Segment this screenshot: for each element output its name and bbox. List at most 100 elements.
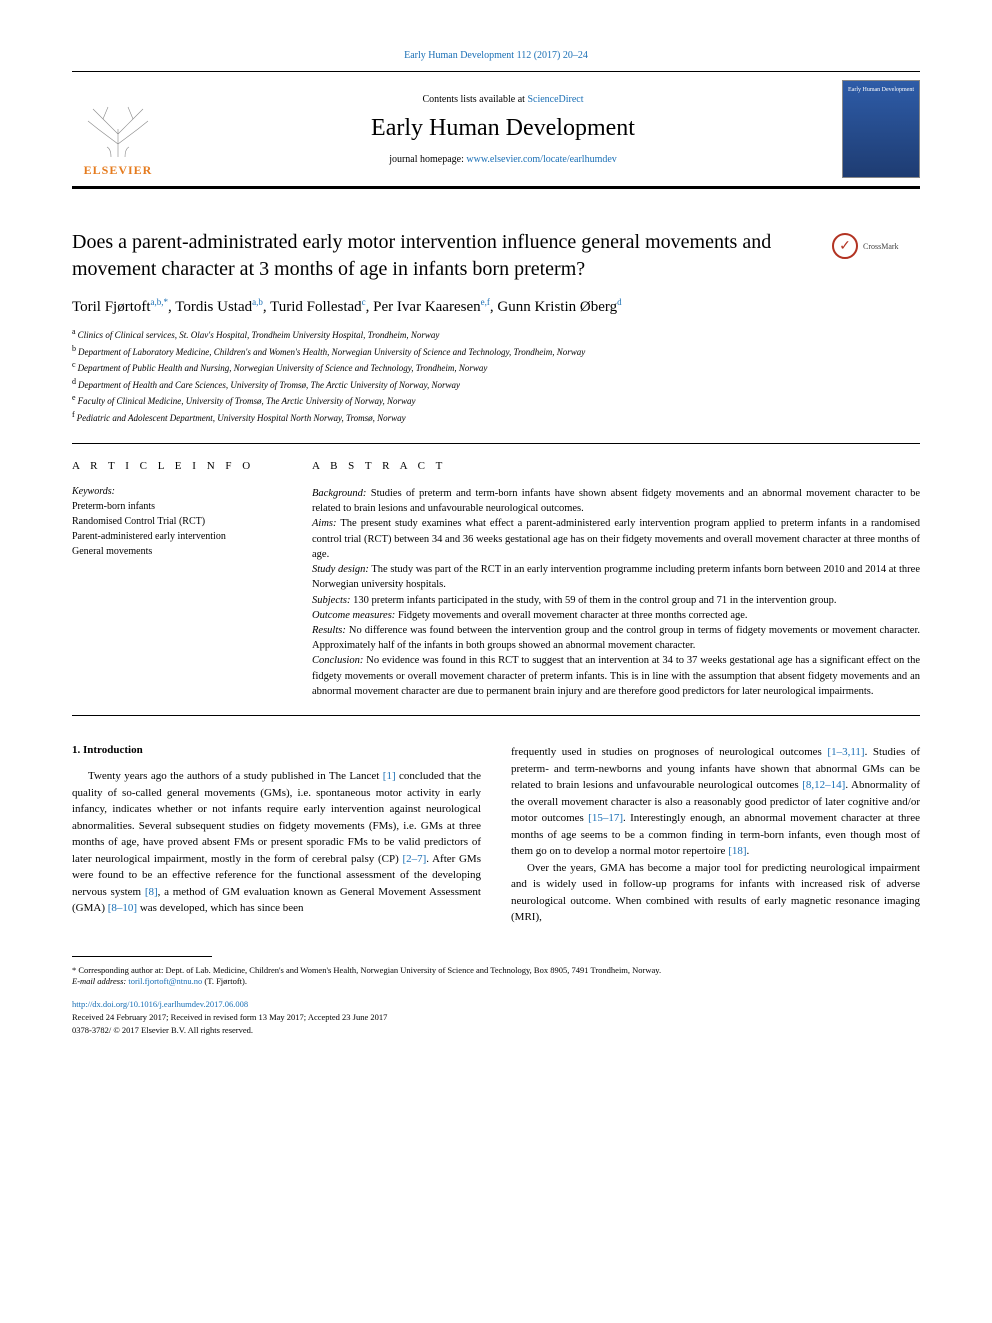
authors-list: Toril Fjørtofta,b,*, Tordis Ustada,b, Tu… — [72, 297, 920, 316]
elsevier-logo[interactable]: ELSEVIER — [72, 80, 164, 178]
abstract-section-label: Outcome measures: — [312, 610, 395, 621]
cite-8-10[interactable]: [8–10] — [108, 902, 137, 914]
author: Turid Follestad — [270, 299, 362, 315]
author: Toril Fjørtoft — [72, 299, 151, 315]
journal-header: ELSEVIER Contents lists available at Sci… — [72, 71, 920, 189]
intro-heading: 1. Introduction — [72, 744, 481, 756]
crossmark-circle-icon: ✓ — [832, 233, 858, 259]
journal-reference: Early Human Development 112 (2017) 20–24 — [72, 50, 920, 61]
abstract-section-label: Results: — [312, 625, 346, 636]
t1a: Twenty years ago the authors of a study … — [88, 770, 383, 782]
abstract-heading: A B S T R A C T — [312, 460, 920, 472]
cite-18[interactable]: [18] — [728, 845, 746, 857]
crossmark-text: CrossMark — [863, 242, 899, 251]
affiliation: b Department of Laboratory Medicine, Chi… — [72, 343, 920, 360]
abstract-section-label: Subjects: — [312, 595, 351, 606]
article-title: Does a parent-administrated early motor … — [72, 229, 832, 283]
abstract-section-text: Studies of preterm and term-born infants… — [312, 488, 920, 514]
crossmark-check-icon: ✓ — [839, 238, 851, 255]
info-abstract-row: A R T I C L E I N F O Keywords: Preterm-… — [72, 443, 920, 716]
author-sup[interactable]: e,f — [481, 297, 490, 307]
t1b: concluded that the quality of so-called … — [72, 770, 481, 865]
affiliation: c Department of Public Health and Nursin… — [72, 359, 920, 376]
body-col-left: 1. Introduction Twenty years ago the aut… — [72, 744, 481, 926]
affiliations-list: a Clinics of Clinical services, St. Olav… — [72, 326, 920, 425]
email-label: E-mail address: — [72, 976, 128, 986]
author: Tordis Ustad — [175, 299, 252, 315]
crossmark-badge[interactable]: ✓ CrossMark — [832, 229, 920, 263]
elsevier-tree-icon — [83, 99, 153, 159]
abstract-text: Background: Studies of preterm and term-… — [312, 486, 920, 699]
affiliation: a Clinics of Clinical services, St. Olav… — [72, 326, 920, 343]
keywords-list: Preterm-born infantsRandomised Control T… — [72, 499, 294, 559]
t2a: frequently used in studies on prognoses … — [511, 746, 827, 758]
sciencedirect-link[interactable]: ScienceDirect — [527, 94, 583, 105]
cite-1[interactable]: [1] — [383, 770, 396, 782]
homepage-line: journal homepage: www.elsevier.com/locat… — [184, 154, 822, 165]
author-sup[interactable]: a,b — [252, 297, 263, 307]
abstract-section-label: Study design: — [312, 564, 369, 575]
title-row: Does a parent-administrated early motor … — [72, 229, 920, 283]
t2e: . — [747, 845, 750, 857]
elsevier-text: ELSEVIER — [84, 163, 153, 178]
keyword: Randomised Control Trial (RCT) — [72, 514, 294, 529]
keywords-label: Keywords: — [72, 486, 294, 497]
author-sup[interactable]: a,b,* — [151, 297, 169, 307]
footer-separator — [72, 956, 212, 957]
body-col-right: frequently used in studies on prognoses … — [511, 744, 920, 926]
cite-1-3-11[interactable]: [1–3,11] — [827, 746, 864, 758]
body-para-1-cont: frequently used in studies on prognoses … — [511, 744, 920, 860]
affiliation-sup: b — [72, 344, 78, 353]
keyword: Preterm-born infants — [72, 499, 294, 514]
affiliation-sup: e — [72, 393, 78, 402]
homepage-label: journal homepage: — [389, 154, 466, 165]
abstract-section-text: 130 preterm infants participated in the … — [351, 595, 837, 606]
journal-ref-link[interactable]: Early Human Development 112 (2017) 20–24 — [404, 50, 588, 61]
contents-line: Contents lists available at ScienceDirec… — [184, 94, 822, 105]
abstract-section-label: Aims: — [312, 518, 337, 529]
abstract-section-label: Background: — [312, 488, 366, 499]
cover-title: Early Human Development — [843, 81, 919, 93]
abstract-section-label: Conclusion: — [312, 655, 363, 666]
email-link[interactable]: toril.fjortoft@ntnu.no — [128, 976, 202, 986]
article-info-col: A R T I C L E I N F O Keywords: Preterm-… — [72, 443, 312, 715]
received-line: Received 24 February 2017; Received in r… — [72, 1012, 387, 1022]
abstract-section-text: Fidgety movements and overall movement c… — [395, 610, 747, 621]
t2p2: Over the years, GMA has become a major t… — [511, 862, 920, 924]
copyright-line: 0378-3782/ © 2017 Elsevier B.V. All righ… — [72, 1025, 253, 1035]
abstract-section-text: The study was part of the RCT in an earl… — [312, 564, 920, 590]
body-columns: 1. Introduction Twenty years ago the aut… — [72, 744, 920, 926]
keyword: General movements — [72, 544, 294, 559]
t1e: was developed, which has since been — [137, 902, 303, 914]
doi-link[interactable]: http://dx.doi.org/10.1016/j.earlhumdev.2… — [72, 999, 248, 1009]
doi-block: http://dx.doi.org/10.1016/j.earlhumdev.2… — [72, 998, 920, 1036]
homepage-link[interactable]: www.elsevier.com/locate/earlhumdev — [466, 154, 616, 165]
contents-label: Contents lists available at — [422, 94, 527, 105]
abstract-section-text: No difference was found between the inte… — [312, 625, 920, 651]
email-name: (T. Fjørtoft). — [202, 976, 247, 986]
abstract-section-text: The present study examines what effect a… — [312, 518, 920, 559]
affiliation-sup: c — [72, 360, 78, 369]
journal-cover-thumb[interactable]: Early Human Development — [842, 80, 920, 178]
body-para-2: Over the years, GMA has become a major t… — [511, 860, 920, 926]
affiliation-sup: a — [72, 327, 78, 336]
author-sup[interactable]: d — [617, 297, 622, 307]
affiliation: e Faculty of Clinical Medicine, Universi… — [72, 392, 920, 409]
author: Per Ivar Kaaresen — [373, 299, 480, 315]
cite-8[interactable]: [8] — [145, 886, 158, 898]
affiliation-sup: d — [72, 377, 78, 386]
header-center: Contents lists available at ScienceDirec… — [164, 94, 842, 165]
cite-15-17[interactable]: [15–17] — [588, 812, 623, 824]
abstract-col: A B S T R A C T Background: Studies of p… — [312, 443, 920, 715]
affiliation: d Department of Health and Care Sciences… — [72, 376, 920, 393]
article-info-heading: A R T I C L E I N F O — [72, 460, 294, 472]
cite-8-12-14[interactable]: [8,12–14] — [802, 779, 845, 791]
body-para-1: Twenty years ago the authors of a study … — [72, 768, 481, 917]
author-sup[interactable]: c — [362, 297, 366, 307]
corresponding-author: * Corresponding author at: Dept. of Lab.… — [72, 965, 920, 989]
abstract-section-text: No evidence was found in this RCT to sug… — [312, 655, 920, 696]
cite-2-7[interactable]: [2–7] — [402, 853, 426, 865]
affiliation-sup: f — [72, 410, 77, 419]
affiliation: f Pediatric and Adolescent Department, U… — [72, 409, 920, 426]
corr-text: Corresponding author at: Dept. of Lab. M… — [76, 965, 661, 975]
